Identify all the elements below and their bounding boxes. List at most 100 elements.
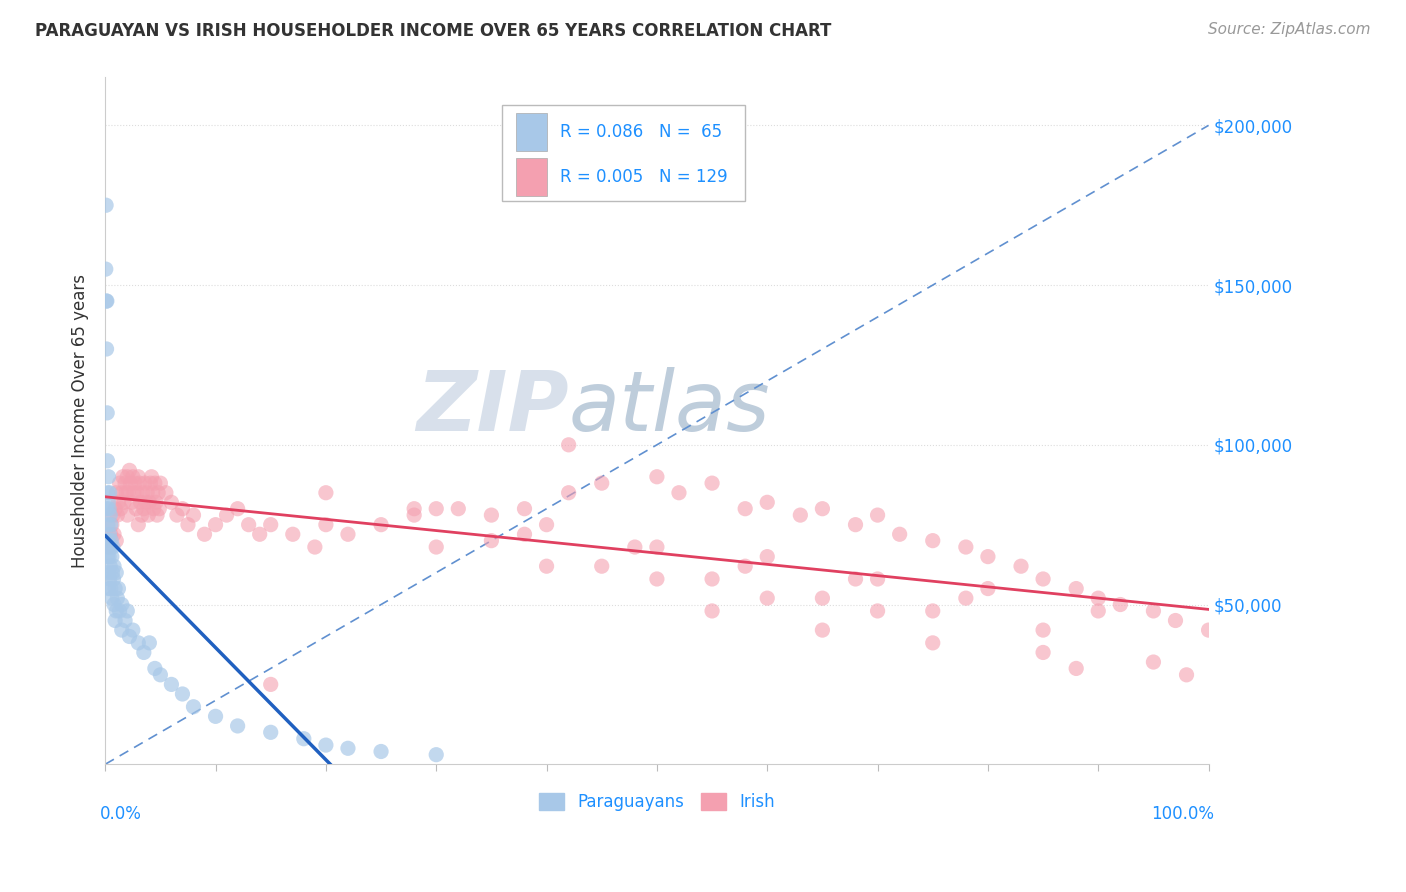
Point	[139, 476, 162, 491]
Point	[1064, 661, 1087, 675]
Point	[756, 591, 779, 606]
Point	[215, 508, 238, 522]
Point	[143, 661, 166, 675]
Point	[425, 540, 447, 554]
Point	[1032, 623, 1054, 637]
Point	[111, 485, 134, 500]
Point	[125, 501, 148, 516]
Point	[141, 469, 163, 483]
Text: atlas: atlas	[568, 367, 770, 448]
Point	[260, 677, 283, 691]
Point	[557, 438, 579, 452]
Point	[111, 469, 134, 483]
Point	[107, 495, 129, 509]
Point	[96, 533, 118, 548]
Point	[100, 527, 122, 541]
Point	[315, 517, 337, 532]
Point	[124, 476, 146, 491]
Point	[645, 540, 668, 554]
Point	[96, 294, 118, 309]
Point	[121, 469, 143, 483]
Point	[110, 501, 132, 516]
Point	[96, 549, 118, 564]
Point	[97, 495, 120, 509]
Legend: Paraguayans, Irish: Paraguayans, Irish	[533, 786, 782, 818]
Point	[127, 469, 149, 483]
Point	[921, 636, 943, 650]
Point	[103, 559, 125, 574]
Point	[101, 540, 124, 554]
Point	[645, 469, 668, 483]
Point	[131, 508, 153, 522]
Point	[134, 476, 156, 491]
Point	[121, 623, 143, 637]
Point	[117, 508, 139, 522]
Point	[101, 591, 124, 606]
Point	[97, 533, 120, 548]
Point	[1032, 645, 1054, 659]
Point	[249, 527, 271, 541]
Point	[100, 540, 122, 554]
Point	[155, 485, 177, 500]
Point	[114, 476, 136, 491]
Point	[1198, 623, 1220, 637]
Text: ZIP: ZIP	[416, 367, 568, 448]
Point	[100, 517, 122, 532]
Point	[105, 566, 128, 580]
Point	[149, 476, 172, 491]
Point	[172, 687, 194, 701]
Point	[96, 501, 118, 516]
Point	[96, 454, 118, 468]
Point	[1032, 572, 1054, 586]
Point	[97, 566, 120, 580]
Point	[183, 508, 205, 522]
Point	[789, 508, 811, 522]
Point	[292, 731, 315, 746]
Point	[97, 469, 120, 483]
Point	[103, 598, 125, 612]
Point	[148, 501, 170, 516]
Point	[98, 527, 121, 541]
Point	[811, 591, 834, 606]
Point	[98, 559, 121, 574]
Point	[370, 744, 392, 758]
Point	[1142, 655, 1164, 669]
Point	[193, 527, 215, 541]
Text: Source: ZipAtlas.com: Source: ZipAtlas.com	[1208, 22, 1371, 37]
Point	[700, 476, 723, 491]
Point	[142, 485, 165, 500]
Point	[591, 559, 613, 574]
Point	[97, 517, 120, 532]
Point	[557, 485, 579, 500]
Point	[591, 476, 613, 491]
Point	[135, 495, 157, 509]
Point	[136, 485, 159, 500]
Point	[756, 549, 779, 564]
Point	[127, 517, 149, 532]
Point	[160, 677, 183, 691]
Point	[107, 582, 129, 596]
Point	[624, 540, 647, 554]
Point	[977, 582, 1000, 596]
Point	[1064, 582, 1087, 596]
Point	[536, 559, 558, 574]
Point	[921, 604, 943, 618]
Point	[96, 294, 118, 309]
Point	[96, 342, 118, 356]
Point	[100, 582, 122, 596]
FancyBboxPatch shape	[516, 158, 547, 196]
Point	[138, 636, 160, 650]
Point	[479, 533, 502, 548]
Point	[172, 501, 194, 516]
Point	[336, 527, 359, 541]
Point	[117, 604, 139, 618]
Point	[756, 495, 779, 509]
Point	[404, 501, 426, 516]
Point	[108, 476, 131, 491]
Point	[111, 623, 134, 637]
Point	[97, 485, 120, 500]
Point	[104, 582, 127, 596]
Point	[127, 485, 149, 500]
Point	[166, 508, 188, 522]
Point	[94, 262, 117, 277]
